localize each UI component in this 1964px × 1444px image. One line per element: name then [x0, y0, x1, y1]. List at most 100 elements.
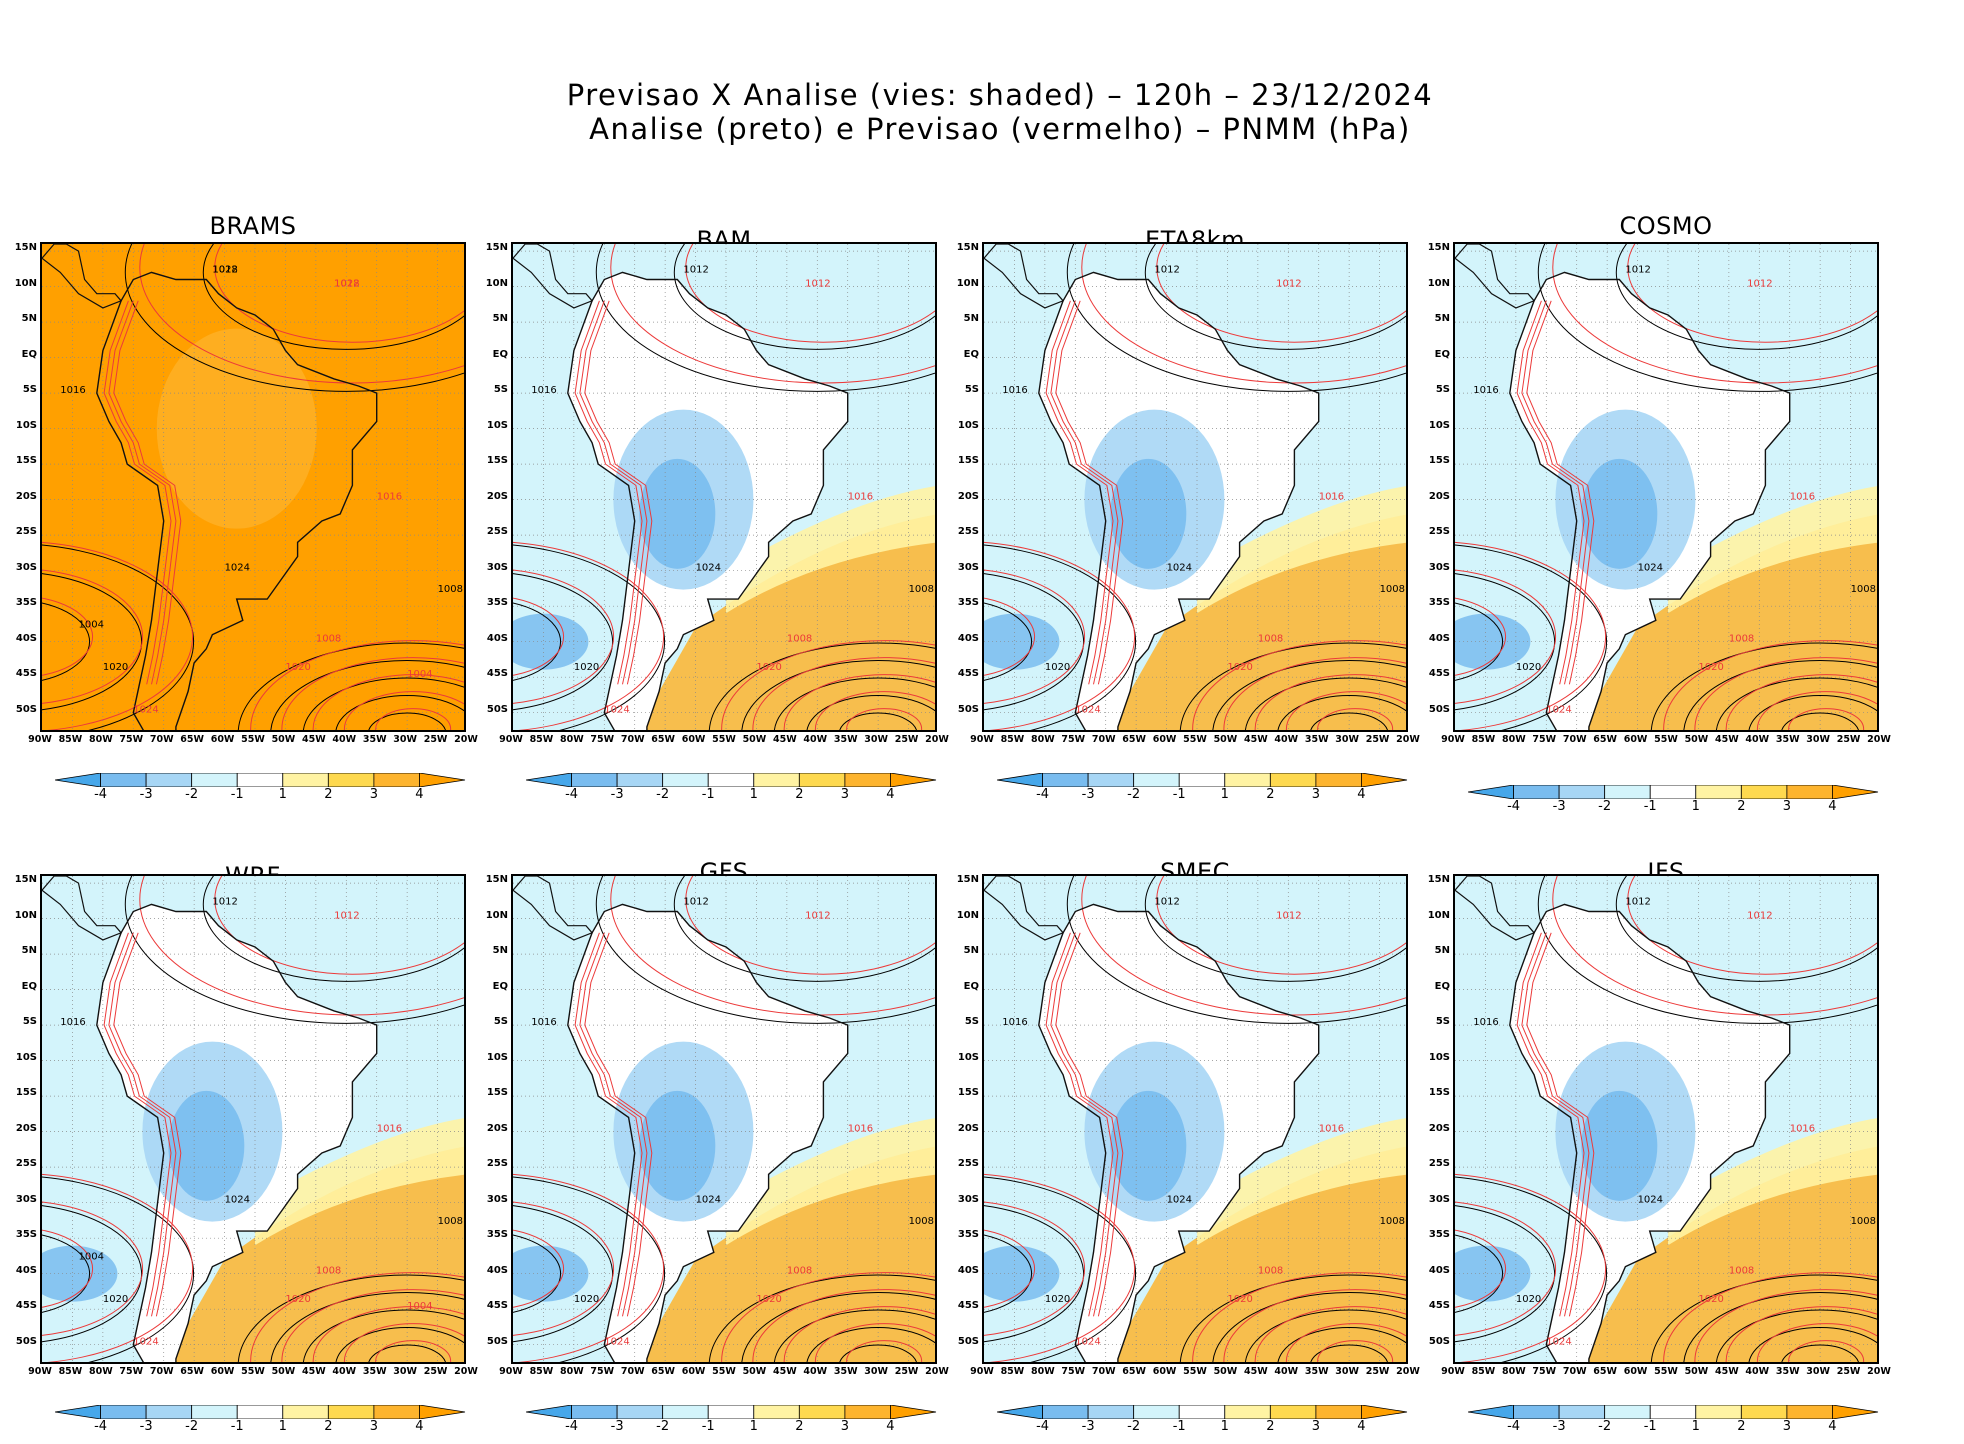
colorbar-label: -1: [1172, 787, 1186, 802]
lat-tick-label: 45S: [486, 668, 508, 680]
contour-label: 1024: [133, 705, 158, 716]
colorbar-label: -2: [656, 1419, 670, 1434]
colorbar-label: 2: [324, 1419, 333, 1434]
contour-label: 1024: [1638, 1195, 1663, 1206]
colorbar-label: -3: [1552, 799, 1566, 814]
lat-tick-label: 10N: [956, 277, 979, 289]
lon-tick-label: 85W: [1471, 734, 1496, 745]
contour-label: 1020: [1045, 662, 1070, 673]
contour-label: 1024: [225, 563, 250, 574]
contour-label: 1012: [212, 896, 237, 907]
colorbar-label: 4: [886, 787, 895, 802]
lat-tick-label: 50S: [15, 703, 37, 715]
contour-label: 1020: [1698, 662, 1723, 673]
lat-tick-label: 5N: [963, 945, 979, 957]
lon-tick-label: 50W: [1684, 734, 1709, 745]
lon-tick-label: 35W: [362, 1366, 387, 1377]
colorbar-label: 1: [1691, 1419, 1700, 1434]
lon-tick-label: 70W: [149, 1366, 174, 1377]
colorbar-label: 2: [1266, 787, 1275, 802]
lat-tick-label: EQ: [963, 348, 979, 360]
lon-tick-label: 75W: [1532, 734, 1557, 745]
map-plot: 1012 1012 1016 1016 1020 1020 1024 1024 1008 1008: [513, 244, 935, 730]
lon-tick-label: 30W: [1806, 734, 1830, 745]
lon-tick-label: 35W: [1304, 1366, 1329, 1377]
lat-tick-label: 10S: [1428, 419, 1450, 431]
lat-tick-label: 30S: [15, 561, 37, 573]
lon-tick-label: 55W: [1183, 734, 1207, 745]
lat-tick-label: 15N: [14, 242, 37, 254]
lon-tick-label: 90W: [970, 1366, 994, 1377]
lon-tick-label: 45W: [1243, 1366, 1268, 1377]
contour-label: 1008: [438, 584, 463, 595]
contour-label: 1016: [60, 385, 85, 396]
panel-eta8km: ETA8km 1012 1012 1016 1016 1020 1020 1024 1024 10…: [942, 192, 1422, 812]
colorbar-label: -1: [230, 787, 244, 802]
lat-tick-label: EQ: [492, 348, 508, 360]
lon-tick-label: 90W: [970, 734, 994, 745]
colorbar-label: 1: [749, 1419, 758, 1434]
lat-tick-label: EQ: [492, 980, 508, 992]
contour-label: 1016: [848, 1124, 873, 1135]
lon-tick-label: 85W: [58, 734, 83, 745]
lat-tick-label: 50S: [1428, 1335, 1450, 1347]
lon-tick-label: 20W: [925, 734, 949, 745]
lon-tick-label: 30W: [393, 1366, 417, 1377]
lon-tick-label: 40W: [1274, 1366, 1299, 1377]
lon-tick-label: 40W: [332, 734, 357, 745]
lat-tick-label: 10N: [485, 909, 508, 921]
colorbar-label: -3: [610, 1419, 624, 1434]
map-frame: 1012 1012 1016 1016 1020 1020 1024 1024 1008 1008: [511, 874, 937, 1364]
lat-tick-label: EQ: [963, 980, 979, 992]
contour-label: 1020: [1227, 1294, 1252, 1305]
lat-tick-label: 15S: [957, 1087, 979, 1099]
contour-label: 1008: [1729, 1266, 1754, 1277]
lat-tick-label: 35S: [1428, 1229, 1450, 1241]
lon-tick-label: 75W: [119, 734, 144, 745]
lat-tick-label: 10S: [1428, 1051, 1450, 1063]
colorbar-label: -3: [139, 1419, 153, 1434]
lat-tick-label: 30S: [15, 1193, 37, 1205]
contour-label: 1012: [1625, 264, 1650, 275]
main-title-line2: Analise (preto) e Previsao (vermelho) – …: [589, 112, 1411, 146]
lon-tick-label: 50W: [742, 734, 767, 745]
lon-tick-label: 65W: [180, 1366, 204, 1377]
contour-label: 1024: [1167, 563, 1192, 574]
lat-tick-label: 50S: [486, 1335, 508, 1347]
lat-tick-label: 45S: [957, 1300, 979, 1312]
contour-label: 1012: [212, 264, 237, 275]
contour-label: 1012: [1154, 896, 1179, 907]
lon-tick-label: 45W: [1714, 734, 1739, 745]
lat-tick-label: 25S: [486, 526, 508, 538]
lat-tick-label: 5S: [22, 1016, 37, 1028]
lat-tick-label: 20S: [957, 490, 979, 502]
lon-tick-label: 45W: [772, 734, 797, 745]
map-frame: 1012 1012 1016 1016 1020 1020 1024 1024 1008 1008…: [40, 874, 466, 1364]
lon-tick-label: 85W: [1000, 1366, 1025, 1377]
map-frame: 1012 1012 1016 1016 1020 1020 1024 1024 1008 1008…: [40, 242, 466, 732]
lon-tick-label: 80W: [88, 734, 113, 745]
lon-tick-label: 85W: [529, 734, 554, 745]
lon-tick-label: 75W: [1061, 734, 1086, 745]
contour-label: 1020: [285, 662, 310, 673]
lat-tick-label: 50S: [486, 703, 508, 715]
lon-tick-label: 40W: [803, 1366, 828, 1377]
lat-tick-label: 15S: [15, 1087, 37, 1099]
colorbar-label: -4: [565, 787, 579, 802]
lat-tick-label: 5N: [492, 945, 508, 957]
contour-label: 1008: [1380, 1216, 1405, 1227]
lon-tick-label: 70W: [1091, 1366, 1116, 1377]
map-frame: 1012 1012 1016 1016 1020 1020 1024 1024 1008 1008: [1453, 874, 1879, 1364]
colorbar: -4 -3 -2 -1 1 2 3 4: [996, 772, 1427, 802]
colorbar-label: 2: [1737, 799, 1746, 814]
lat-tick-label: 45S: [957, 668, 979, 680]
colorbar-label: 1: [278, 787, 287, 802]
colorbar-label: -2: [185, 1419, 199, 1434]
lon-tick-label: 70W: [620, 734, 645, 745]
contour-label: 1012: [1276, 279, 1301, 290]
colorbar-label: -3: [1081, 1419, 1095, 1434]
lat-tick-label: 15S: [486, 455, 508, 467]
contour-label: 1004: [407, 669, 432, 680]
lon-tick-label: 70W: [1562, 1366, 1587, 1377]
lon-tick-label: 65W: [1122, 734, 1146, 745]
